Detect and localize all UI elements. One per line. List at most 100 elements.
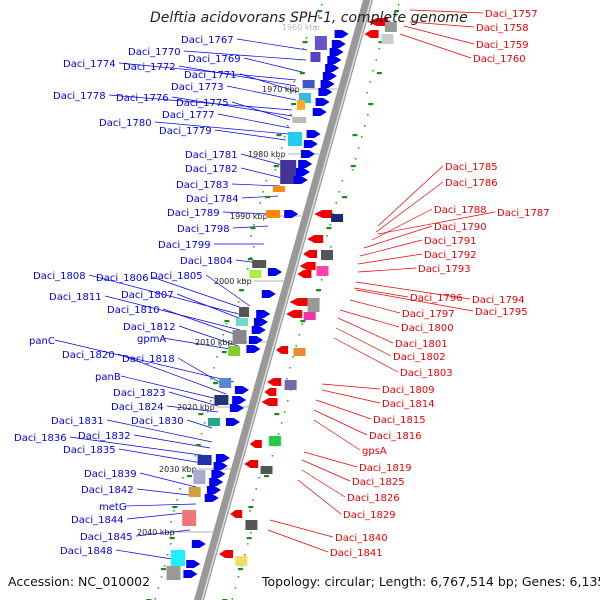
plus-strand-gene[interactable] [215, 454, 230, 462]
gene-label-minus[interactable]: Daci_1793 [418, 264, 471, 275]
gene-label-plus[interactable]: metG [99, 502, 127, 513]
plus-strand-gene[interactable] [315, 98, 330, 106]
gene-label-plus[interactable]: Daci_1811 [49, 292, 102, 303]
plus-strand-gene[interactable] [329, 48, 344, 56]
gene-label-plus[interactable]: Daci_1805 [150, 271, 203, 282]
minus-strand-gene[interactable] [261, 398, 278, 406]
gene-label-minus[interactable]: Daci_1757 [485, 9, 538, 20]
minus-strand-gene[interactable] [314, 210, 333, 218]
gene-label-minus[interactable]: Daci_1794 [472, 295, 525, 306]
plus-strand-gene[interactable] [234, 386, 249, 394]
plus-strand-gene[interactable] [206, 486, 221, 494]
minus-strand-gene[interactable] [264, 388, 277, 396]
gene-label-plus[interactable]: Daci_1789 [167, 208, 220, 219]
gene-label-plus[interactable]: Daci_1798 [177, 224, 230, 235]
plus-strand-gene[interactable] [229, 404, 244, 412]
gene-label-minus[interactable]: Daci_1840 [335, 533, 388, 544]
gene-label-plus[interactable]: Daci_1810 [107, 305, 160, 316]
plus-strand-gene[interactable] [232, 396, 247, 404]
gene-label-plus[interactable]: Daci_1777 [162, 110, 215, 121]
plus-strand-gene[interactable] [211, 470, 226, 478]
gene-label-minus[interactable]: Daci_1803 [400, 368, 453, 379]
gene-label-minus[interactable]: Daci_1816 [369, 431, 422, 442]
plus-strand-gene[interactable] [267, 268, 282, 276]
gene-label-plus[interactable]: Daci_1776 [116, 93, 169, 104]
gene-label-minus[interactable]: Daci_1787 [497, 208, 550, 219]
minus-strand-gene[interactable] [219, 550, 233, 558]
gene-label-minus[interactable]: Daci_1815 [373, 415, 426, 426]
plus-strand-gene[interactable] [295, 168, 310, 176]
gene-label-plus[interactable]: Daci_1771 [184, 70, 237, 81]
plus-strand-gene[interactable] [322, 72, 337, 80]
gene-label-minus[interactable]: Daci_1814 [382, 399, 435, 410]
gene-label-plus[interactable]: Daci_1832 [78, 431, 131, 442]
gene-label-minus[interactable]: Daci_1759 [476, 40, 529, 51]
plus-strand-gene[interactable] [261, 290, 276, 298]
plus-strand-gene[interactable] [331, 40, 346, 48]
gene-label-plus[interactable]: Daci_1779 [159, 126, 212, 137]
plus-strand-gene[interactable] [318, 88, 333, 96]
plus-strand-gene[interactable] [246, 345, 261, 353]
plus-strand-gene[interactable] [204, 494, 219, 502]
plus-strand-gene[interactable] [325, 64, 340, 72]
plus-strand-gene[interactable] [191, 540, 206, 548]
gene-label-plus[interactable]: Daci_1804 [180, 256, 233, 267]
minus-strand-gene[interactable] [267, 378, 282, 386]
gene-label-plus[interactable]: Daci_1781 [185, 150, 238, 161]
minus-strand-gene[interactable] [297, 270, 312, 278]
plus-strand-gene[interactable] [284, 210, 299, 218]
plus-strand-gene[interactable] [298, 160, 313, 168]
plus-strand-gene[interactable] [327, 56, 342, 64]
minus-strand-gene[interactable] [286, 310, 303, 318]
gene-label-plus[interactable]: Daci_1769 [188, 54, 241, 65]
minus-strand-gene[interactable] [367, 18, 388, 26]
plus-strand-gene[interactable] [253, 318, 268, 326]
gene-label-plus[interactable]: Daci_1818 [122, 354, 175, 365]
plus-strand-gene[interactable] [306, 130, 321, 138]
gene-label-plus[interactable]: Daci_1773 [171, 82, 224, 93]
gene-label-plus[interactable]: Daci_1831 [51, 416, 104, 427]
gene-label-minus[interactable]: Daci_1796 [410, 293, 463, 304]
gene-label-minus[interactable]: Daci_1809 [382, 385, 435, 396]
gene-label-plus[interactable]: panC [29, 336, 55, 347]
plus-strand-gene[interactable] [312, 108, 327, 116]
minus-strand-gene[interactable] [299, 262, 316, 270]
gene-label-plus[interactable]: Daci_1844 [71, 515, 124, 526]
plus-strand-gene[interactable] [248, 336, 263, 344]
plus-strand-gene[interactable] [183, 570, 198, 578]
minus-strand-gene[interactable] [303, 250, 317, 258]
gene-label-minus[interactable]: Daci_1790 [434, 222, 487, 233]
gene-label-plus[interactable]: panB [95, 372, 121, 383]
plus-strand-gene[interactable] [320, 80, 335, 88]
gene-label-minus[interactable]: Daci_1825 [352, 477, 405, 488]
gene-label-plus[interactable]: Daci_1824 [111, 402, 164, 413]
gene-label-plus[interactable]: Daci_1820 [62, 350, 115, 361]
gene-label-plus[interactable]: Daci_1812 [123, 322, 176, 333]
plus-strand-gene[interactable] [293, 176, 308, 184]
plus-strand-gene[interactable] [213, 462, 228, 470]
gene-label-minus[interactable]: Daci_1797 [402, 309, 455, 320]
gene-label-plus[interactable]: Daci_1783 [176, 180, 229, 191]
gene-label-minus[interactable]: Daci_1802 [393, 352, 446, 363]
gene-label-plus[interactable]: Daci_1823 [113, 388, 166, 399]
gene-label-plus[interactable]: Daci_1772 [123, 62, 176, 73]
plus-strand-gene[interactable] [251, 326, 266, 334]
gene-label-minus[interactable]: Daci_1785 [445, 162, 498, 173]
gene-label-minus[interactable]: gpsA [362, 446, 387, 457]
gene-label-plus[interactable]: Daci_1842 [81, 485, 134, 496]
gene-label-minus[interactable]: Daci_1841 [330, 548, 383, 559]
gene-label-plus[interactable]: Daci_1845 [80, 532, 133, 543]
gene-label-plus[interactable]: Daci_1835 [63, 445, 116, 456]
gene-label-plus[interactable]: Daci_1807 [121, 290, 174, 301]
gene-label-minus[interactable]: Daci_1791 [424, 236, 477, 247]
gene-label-plus[interactable]: Daci_1775 [176, 98, 229, 109]
gene-label-plus[interactable]: Daci_1806 [96, 273, 149, 284]
plus-strand-gene[interactable] [225, 418, 240, 426]
plus-strand-gene[interactable] [256, 310, 271, 318]
gene-label-plus[interactable]: Daci_1774 [63, 59, 116, 70]
minus-strand-gene[interactable] [276, 346, 289, 354]
gene-label-minus[interactable]: Daci_1795 [475, 307, 528, 318]
gene-label-minus[interactable]: Daci_1800 [401, 323, 454, 334]
gene-label-minus[interactable]: Daci_1819 [359, 463, 412, 474]
gene-label-plus[interactable]: Daci_1836 [14, 433, 67, 444]
